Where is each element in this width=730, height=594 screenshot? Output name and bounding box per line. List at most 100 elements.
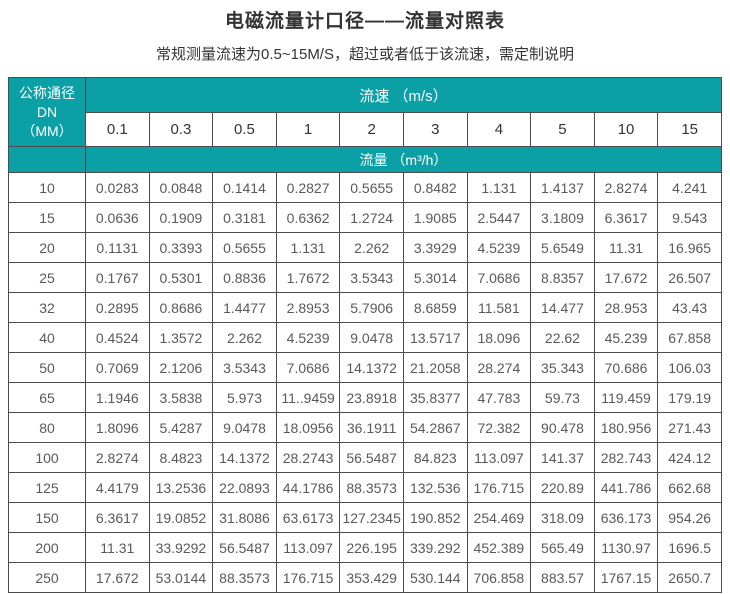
- flow-value-cell: 21.2058: [402, 352, 468, 383]
- flow-value-cell: 3.5343: [339, 262, 404, 293]
- flow-value-cell: 282.743: [593, 442, 659, 473]
- flow-value-cell: 26.507: [657, 262, 722, 293]
- flow-value-cell: 18.0956: [275, 412, 341, 443]
- flow-value-cell: 1.4477: [212, 292, 277, 323]
- table-row: 15 0.0636 0.1909 0.3181 0.6362 1.2724 1.9085 2.…: [8, 202, 722, 233]
- velocity-col-header: 10: [593, 112, 659, 147]
- flow-value-cell: 0.0636: [85, 202, 150, 233]
- dn-cell: 40: [8, 322, 86, 353]
- flow-value-cell: 33.9292: [148, 532, 214, 563]
- dn-cell: 80: [8, 412, 86, 443]
- flow-value-cell: 1.9085: [402, 202, 468, 233]
- flow-value-cell: 2.5447: [466, 202, 532, 233]
- velocity-col-header: 0.3: [148, 112, 214, 147]
- table-row: 250 17.672 53.0144 88.3573 176.715 353.429 530…: [8, 562, 722, 593]
- flow-value-cell: 1.7672: [275, 262, 341, 293]
- dn-cell: 65: [8, 382, 86, 413]
- flow-band-row: 流量 （m³/h）: [8, 146, 722, 173]
- flow-value-cell: 0.1909: [148, 202, 214, 233]
- flow-value-cell: 14.477: [530, 292, 595, 323]
- flow-value-cell: 141.37: [530, 442, 595, 473]
- flow-value-cell: 706.858: [466, 562, 532, 593]
- flow-value-cell: 31.8086: [212, 502, 277, 533]
- velocity-col-header: 4: [466, 112, 532, 147]
- flow-value-cell: 11.581: [466, 292, 532, 323]
- flow-value-cell: 113.097: [275, 532, 341, 563]
- flow-value-cell: 4.5239: [275, 322, 341, 353]
- dn-cell: 125: [8, 472, 86, 503]
- flow-value-cell: 72.382: [466, 412, 532, 443]
- table-header: 公称通径DN （MM） 流速 （m/s） 0.1 0.3 0.5 1 2 3 4 5 10 15 …: [8, 77, 722, 173]
- flow-value-cell: 636.173: [593, 502, 659, 533]
- flow-value-cell: 3.5838: [148, 382, 214, 413]
- flow-value-cell: 11..9459: [275, 382, 341, 413]
- flow-value-cell: 1.1946: [85, 382, 150, 413]
- corner-header-dn: 公称通径DN （MM）: [8, 77, 86, 147]
- table-row: 50 0.7069 2.1206 3.5343 7.0686 14.1372 21.2058…: [8, 352, 722, 383]
- flow-value-cell: 0.5655: [339, 172, 404, 203]
- flow-value-cell: 22.62: [530, 322, 595, 353]
- flow-value-cell: 35.343: [530, 352, 595, 383]
- flow-value-cell: 0.8686: [148, 292, 214, 323]
- flow-value-cell: 1696.5: [657, 532, 722, 563]
- flow-value-cell: 0.2895: [85, 292, 150, 323]
- flow-value-cell: 0.6362: [275, 202, 341, 233]
- flow-value-cell: 6.3617: [593, 202, 659, 233]
- table-row: 20 0.1131 0.3393 0.5655 1.131 2.262 3.3929 4.52…: [8, 232, 722, 263]
- table-row: 200 11.31 33.9292 56.5487 113.097 226.195 339.…: [8, 532, 722, 563]
- flow-value-cell: 35.8377: [402, 382, 468, 413]
- flow-value-cell: 9.0478: [212, 412, 277, 443]
- table-row: 32 0.2895 0.8686 1.4477 2.8953 5.7906 8.6859 11…: [8, 292, 722, 323]
- flow-value-cell: 180.956: [593, 412, 659, 443]
- flow-value-cell: 127.2345: [339, 502, 404, 533]
- flow-value-cell: 54.2867: [402, 412, 468, 443]
- flow-value-cell: 5.973: [212, 382, 277, 413]
- flow-value-cell: 0.1414: [212, 172, 277, 203]
- flow-value-cell: 63.6173: [275, 502, 341, 533]
- flow-value-cell: 106.03: [657, 352, 722, 383]
- flow-value-cell: 43.43: [657, 292, 722, 323]
- flow-value-cell: 14.1372: [339, 352, 404, 383]
- flow-value-cell: 56.5487: [339, 442, 404, 473]
- flow-value-cell: 0.0848: [148, 172, 214, 203]
- flow-value-cell: 119.459: [593, 382, 659, 413]
- flow-value-cell: 424.12: [657, 442, 722, 473]
- flow-value-cell: 17.672: [85, 562, 150, 593]
- flow-value-cell: 2.8274: [593, 172, 659, 203]
- flow-value-cell: 1.3572: [148, 322, 214, 353]
- flow-value-cell: 452.389: [466, 532, 532, 563]
- dn-cell: 32: [8, 292, 86, 323]
- dn-cell: 25: [8, 262, 86, 293]
- velocity-band-row: 公称通径DN （MM） 流速 （m/s）: [8, 77, 722, 147]
- flow-value-cell: 5.7906: [339, 292, 404, 323]
- dn-cell: 250: [8, 562, 86, 593]
- flow-value-cell: 47.783: [466, 382, 532, 413]
- flow-value-cell: 0.1131: [85, 232, 150, 263]
- flow-value-cell: 179.19: [657, 382, 722, 413]
- corner-header-line2: （MM）: [21, 122, 73, 139]
- velocity-col-header: 3: [402, 112, 468, 147]
- flow-value-cell: 0.5301: [148, 262, 214, 293]
- flow-value-cell: 44.1786: [275, 472, 341, 503]
- table-row: 40 0.4524 1.3572 2.262 4.5239 9.0478 13.5717 18…: [8, 322, 722, 353]
- dn-cell: 50: [8, 352, 86, 383]
- flow-value-cell: 0.4524: [85, 322, 150, 353]
- table-row: 25 0.1767 0.5301 0.8836 1.7672 3.5343 5.3014 7.…: [8, 262, 722, 293]
- flow-value-cell: 19.0852: [148, 502, 214, 533]
- velocity-col-header: 0.1: [85, 112, 150, 147]
- flow-value-cell: 3.1809: [530, 202, 595, 233]
- flow-value-cell: 9.0478: [339, 322, 404, 353]
- velocity-col-header: 1: [275, 112, 341, 147]
- table-row: 65 1.1946 3.5838 5.973 11..9459 23.8918 35.837…: [8, 382, 722, 413]
- flow-value-cell: 132.536: [402, 472, 468, 503]
- flow-value-cell: 59.73: [530, 382, 595, 413]
- flow-value-cell: 176.715: [466, 472, 532, 503]
- flow-value-cell: 53.0144: [148, 562, 214, 593]
- flow-value-cell: 6.3617: [85, 502, 150, 533]
- flow-value-cell: 113.097: [466, 442, 532, 473]
- flow-value-cell: 56.5487: [212, 532, 277, 563]
- flow-value-cell: 11.31: [593, 232, 659, 263]
- table-body: 10 0.0283 0.0848 0.1414 0.2827 0.5655 0.8482 1.…: [8, 172, 722, 593]
- flow-value-cell: 353.429: [339, 562, 404, 593]
- flow-value-cell: 530.144: [402, 562, 468, 593]
